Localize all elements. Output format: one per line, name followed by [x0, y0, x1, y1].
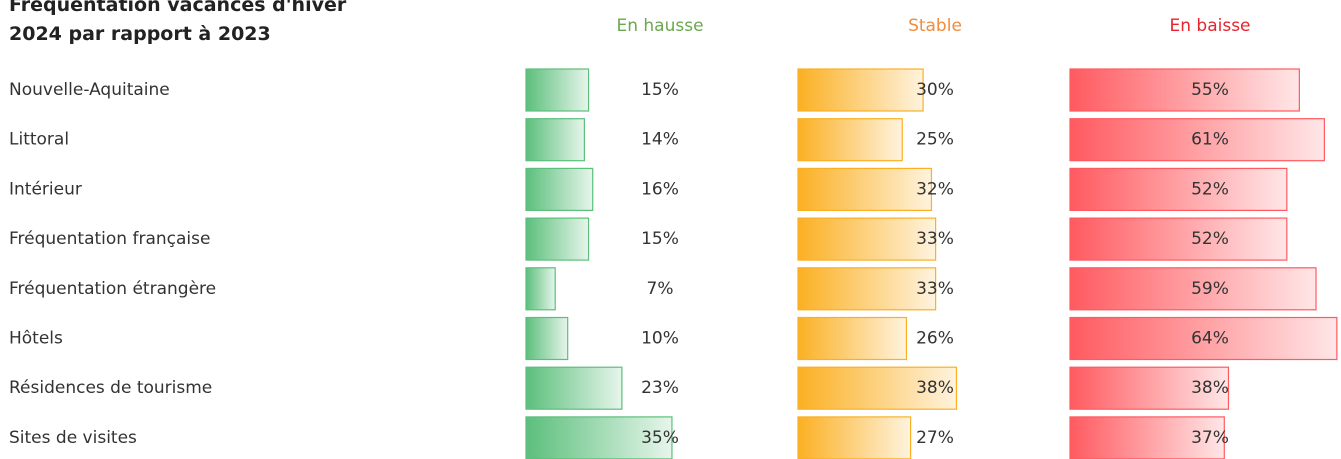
bar	[797, 416, 912, 459]
value-label: 52%	[1191, 229, 1229, 249]
bar	[525, 316, 569, 361]
value-label: 35%	[641, 428, 679, 448]
bar	[1069, 316, 1338, 361]
bar	[1069, 68, 1300, 112]
category-label: Sites de visites	[9, 428, 137, 448]
value-label: 33%	[916, 279, 954, 299]
bar	[525, 217, 590, 261]
legend-header: Stable	[908, 16, 962, 36]
value-label: 55%	[1191, 80, 1229, 100]
value-label: 30%	[916, 80, 954, 100]
bar	[525, 366, 623, 410]
category-label: Intérieur	[9, 179, 82, 199]
value-label: 38%	[1191, 378, 1229, 398]
value-label: 14%	[641, 130, 679, 150]
value-label: 15%	[641, 229, 679, 249]
bar	[525, 167, 594, 211]
bar	[525, 68, 590, 112]
value-label: 37%	[1191, 428, 1229, 448]
bar	[797, 366, 958, 410]
bar	[525, 118, 585, 162]
value-label: 64%	[1191, 329, 1229, 349]
category-label: Résidences de tourisme	[9, 378, 212, 398]
bar	[797, 68, 924, 112]
value-label: 23%	[641, 378, 679, 398]
value-label: 7%	[647, 279, 674, 299]
value-label: 32%	[916, 179, 954, 199]
category-label: Littoral	[9, 130, 69, 150]
value-label: 52%	[1191, 179, 1229, 199]
value-label: 61%	[1191, 130, 1229, 150]
category-label: Nouvelle-Aquitaine	[9, 80, 170, 100]
value-label: 15%	[641, 80, 679, 100]
chart-title: Fréquentation vacances d'hiver 2024 par …	[9, 0, 347, 45]
bar	[797, 267, 937, 311]
value-label: 59%	[1191, 279, 1229, 299]
bar	[797, 118, 903, 162]
bar	[525, 416, 673, 459]
bar	[797, 316, 908, 361]
value-label: 27%	[916, 428, 954, 448]
category-label: Fréquentation étrangère	[9, 279, 216, 299]
value-label: 16%	[641, 179, 679, 199]
legend-header: En hausse	[616, 16, 703, 36]
category-label: Fréquentation française	[9, 229, 210, 249]
bar	[1069, 217, 1288, 261]
value-label: 38%	[916, 378, 954, 398]
legend-header: En baisse	[1169, 16, 1250, 36]
bar	[797, 217, 937, 261]
bar	[1069, 167, 1288, 211]
bar	[525, 267, 556, 311]
value-label: 10%	[641, 329, 679, 349]
bar	[797, 167, 933, 211]
value-label: 25%	[916, 130, 954, 150]
bar	[1069, 267, 1317, 311]
category-label: Hôtels	[9, 329, 63, 349]
bar	[1069, 366, 1230, 410]
bar	[1069, 118, 1325, 162]
value-label: 26%	[916, 329, 954, 349]
value-label: 33%	[916, 229, 954, 249]
